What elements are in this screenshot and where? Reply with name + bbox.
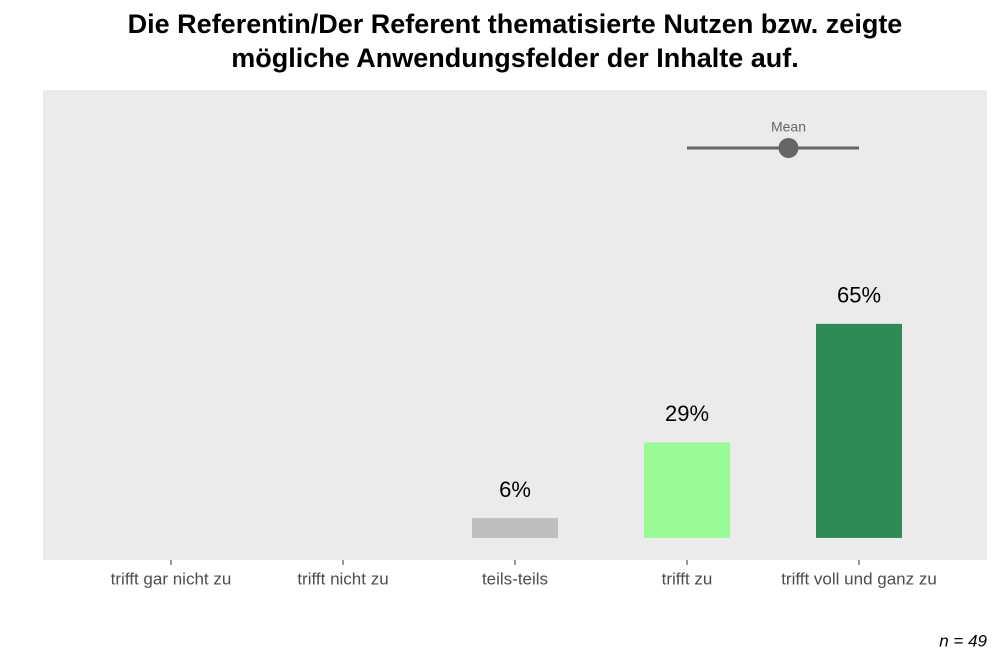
chart-title: Die Referentin/Der Referent thematisiert… xyxy=(128,9,903,39)
mean-point xyxy=(778,138,799,158)
value-label: 6% xyxy=(499,477,531,502)
bar xyxy=(644,442,730,538)
x-tick-label: trifft nicht zu xyxy=(297,569,388,588)
mean-label: Mean xyxy=(771,119,806,135)
x-tick-label: trifft voll und ganz zu xyxy=(781,569,937,588)
chart-title: mögliche Anwendungsfelder der Inhalte au… xyxy=(231,43,799,73)
x-tick-label: teils-teils xyxy=(482,569,548,588)
x-tick-label: trifft zu xyxy=(662,569,713,588)
x-tick-label: trifft gar nicht zu xyxy=(111,569,232,588)
bar xyxy=(816,323,902,538)
bar xyxy=(472,518,558,538)
value-label: 65% xyxy=(837,283,881,308)
sample-size-note: n = 49 xyxy=(939,631,987,650)
value-label: 29% xyxy=(665,401,709,426)
